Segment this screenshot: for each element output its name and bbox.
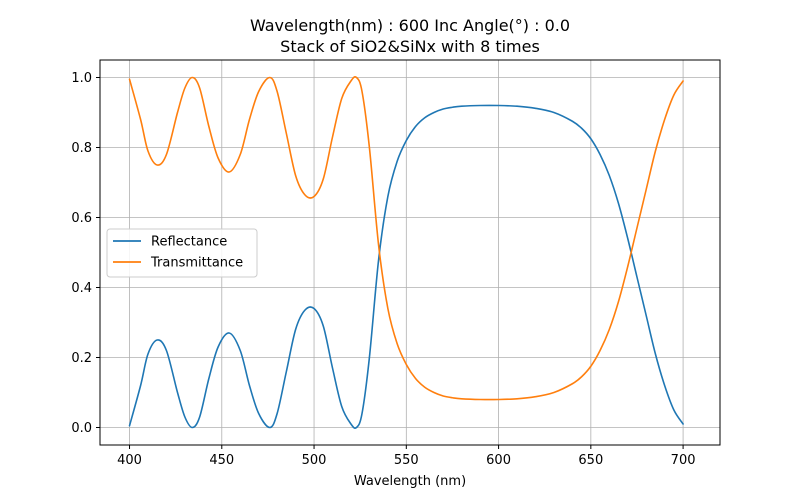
x-tick-label: 700 [671,453,696,468]
y-tick-label: 0.0 [71,421,92,436]
x-tick-label: 450 [209,453,234,468]
legend-box [106,228,258,278]
legend-label-transmittance: Transmittance [150,256,243,271]
legend-label-reflectance: Reflectance [151,235,227,250]
y-tick-label: 0.6 [71,211,92,226]
x-axis-label: Wavelength (nm) [354,474,466,489]
chart-title: Wavelength(nm) : 600 Inc Angle(°) : 0.0 [250,16,570,35]
series-line-transmittance [128,76,684,401]
series-lines [128,76,684,429]
series-line-reflectance [128,104,684,429]
y-tick-label: 0.2 [71,351,92,366]
x-tick-label: 650 [578,453,603,468]
x-tick-label: 500 [302,453,327,468]
x-tick-label: 400 [117,453,142,468]
x-tick-label: 600 [486,453,511,468]
y-tick-label: 0.4 [71,281,92,296]
y-axis-ticks: 0.0 0.2 0.4 0.6 0.8 1.0 [71,71,100,436]
y-tick-label: 1.0 [71,71,92,86]
x-tick-label: 550 [394,453,419,468]
chart-subtitle: Stack of SiO2&SiNx with 8 times [280,37,540,56]
legend: Reflectance Transmittance [106,228,258,278]
y-tick-label: 0.8 [71,141,92,156]
x-axis-ticks: 400 450 500 550 600 650 700 [117,445,696,468]
plot-frame [99,59,721,446]
